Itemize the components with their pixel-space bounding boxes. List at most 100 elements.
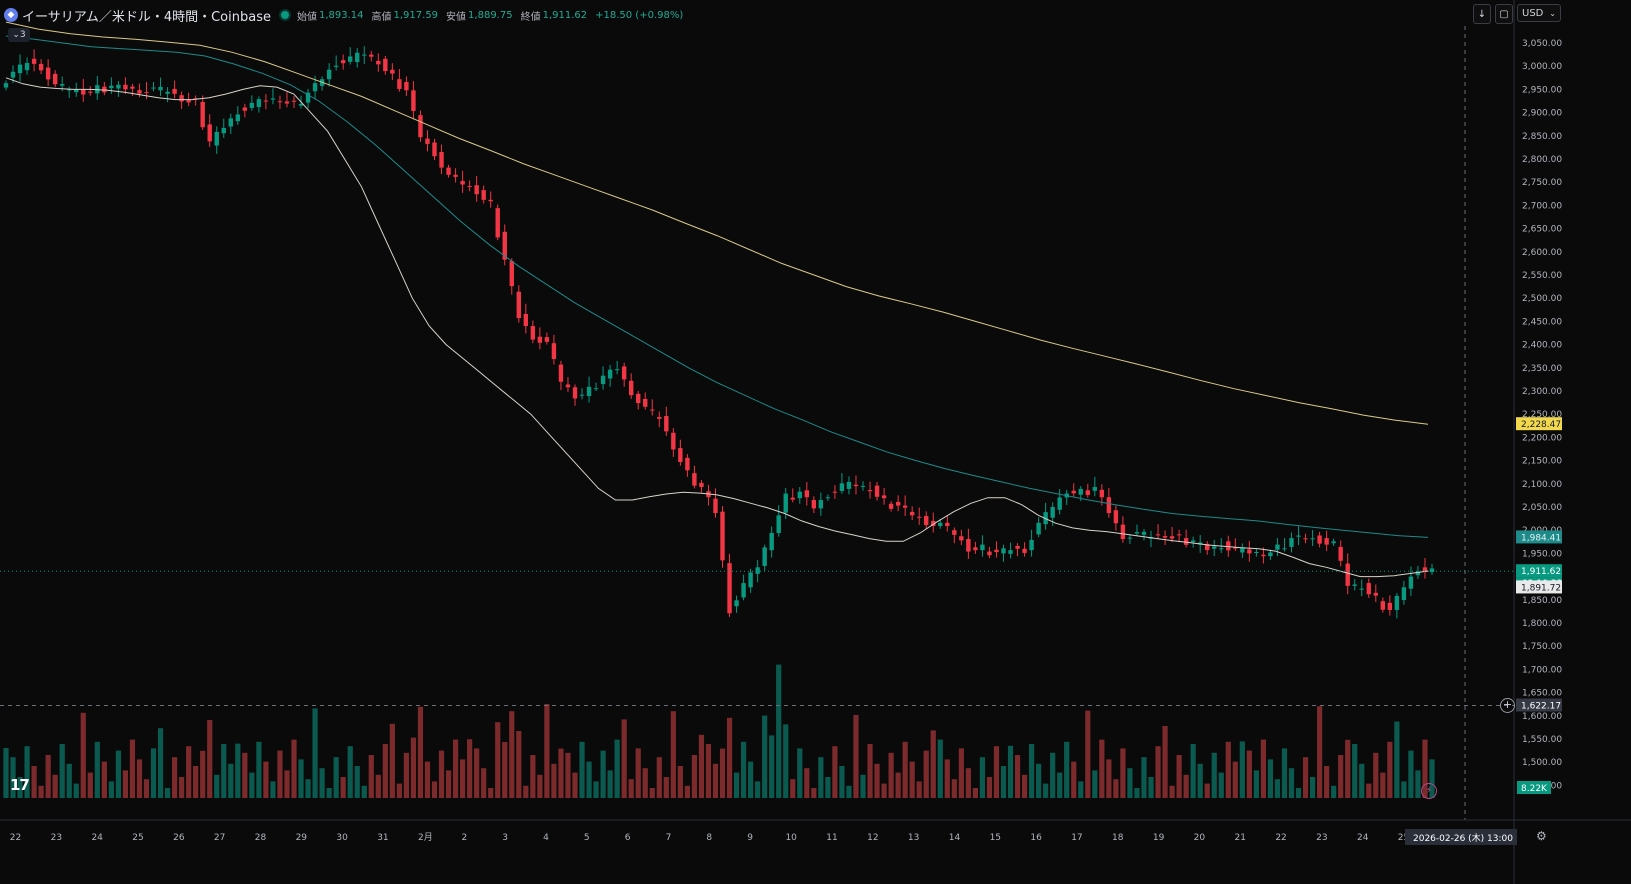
- candle-body: [643, 398, 648, 407]
- volume-bar: [1000, 766, 1007, 798]
- candle-body: [340, 60, 346, 64]
- candle-body: [523, 313, 529, 327]
- bolt-icon[interactable]: ⚡: [1421, 783, 1437, 799]
- candle-body: [783, 493, 788, 513]
- candle-body: [593, 388, 599, 390]
- scroll-to-latest-button[interactable]: ↓: [1473, 4, 1491, 24]
- candle-body: [1282, 548, 1287, 550]
- market-status-dot: [280, 11, 289, 19]
- candle-body: [474, 185, 479, 195]
- volume-bar: [122, 770, 129, 798]
- candle-body: [355, 52, 360, 63]
- candle-body: [1366, 583, 1371, 595]
- candle-body: [1169, 536, 1175, 539]
- candle-body: [1134, 532, 1140, 534]
- crosshair-price-tag: 1,622.17: [1521, 702, 1561, 712]
- ma-mid-price-tag-bg: [1516, 530, 1562, 544]
- volume-bar: [467, 739, 473, 798]
- candle-body: [544, 337, 550, 342]
- symbol-title[interactable]: イーサリアム／米ドル・4時間・Coinbase: [22, 9, 271, 25]
- y-tick-label: 2,900.00: [1522, 109, 1562, 119]
- volume-bar: [684, 785, 690, 798]
- volume-bar: [839, 766, 845, 798]
- fullscreen-button[interactable]: ▢: [1495, 4, 1513, 24]
- candle-body: [1254, 552, 1259, 554]
- candle-body: [1261, 554, 1266, 557]
- candle-body: [1345, 563, 1350, 586]
- volume-bar: [846, 785, 852, 798]
- volume-bar: [221, 744, 227, 798]
- candle-body: [116, 84, 121, 89]
- volume-bar: [1380, 772, 1386, 798]
- volume-bar: [129, 739, 136, 798]
- arrow-down-icon: ↓: [1477, 8, 1487, 20]
- low-value: 1,889.75: [468, 9, 513, 21]
- candle-body: [446, 167, 451, 175]
- volume-bar: [776, 664, 782, 798]
- candle-body: [1205, 543, 1210, 551]
- x-tick-label: 30: [336, 833, 348, 843]
- add-alert-icon[interactable]: +: [1500, 698, 1515, 713]
- gear-icon[interactable]: ⚙: [1536, 829, 1547, 843]
- candle-body: [790, 497, 795, 500]
- candle-body: [17, 64, 23, 74]
- x-tick-label: 28: [255, 833, 267, 843]
- volume-tag: 8.22K: [1521, 784, 1548, 794]
- volume-bar: [305, 779, 311, 798]
- candle-body: [1359, 588, 1364, 590]
- volume-bar: [193, 766, 199, 798]
- volume-bar: [410, 737, 417, 798]
- candle-body: [924, 516, 929, 526]
- volume-bar: [1366, 783, 1372, 798]
- x-tick-label: 8: [706, 833, 712, 843]
- volume-bar: [1106, 759, 1112, 798]
- crosshair-time-label: 2026-02-26 (木) 13:00: [1413, 832, 1513, 844]
- currency-select[interactable]: USD ⌄: [1517, 4, 1561, 22]
- y-tick-label: 2,150.00: [1522, 457, 1562, 467]
- volume-bar: [1260, 739, 1267, 798]
- x-tick-label: 27: [214, 833, 225, 843]
- candle-body: [797, 491, 802, 499]
- y-tick-label: 1,950.00: [1522, 549, 1562, 559]
- candle-body: [1429, 568, 1435, 573]
- volume-bar: [424, 761, 431, 798]
- candle-body: [291, 100, 297, 102]
- candle-body: [1099, 489, 1105, 498]
- y-tick-label: 2,450.00: [1522, 317, 1562, 327]
- volume-bar: [677, 766, 683, 798]
- candle-body: [776, 515, 781, 533]
- volume-bar: [1225, 741, 1231, 798]
- volume-bar: [38, 785, 44, 798]
- volume-bar: [1057, 772, 1063, 798]
- x-tick-label: 5: [584, 833, 590, 843]
- candle-body: [1233, 547, 1238, 549]
- candle-body: [362, 54, 367, 56]
- volume-bar: [1014, 755, 1021, 798]
- candle-body: [1275, 544, 1280, 550]
- volume-bar: [537, 774, 543, 798]
- y-tick-label: 1,600.00: [1522, 712, 1562, 722]
- candle-body: [741, 583, 746, 598]
- indicators-toggle[interactable]: ⌄ 3: [8, 28, 30, 42]
- volume-bar: [502, 742, 508, 798]
- volume-tag-bg: [1517, 781, 1551, 794]
- open-label: 始値: [296, 11, 317, 23]
- volume-bar: [1071, 761, 1077, 798]
- volume-bar: [1338, 755, 1344, 798]
- volume-bar: [832, 746, 838, 798]
- candle-body: [650, 409, 655, 411]
- candle-body: [1387, 602, 1393, 611]
- volume-bar: [874, 763, 880, 798]
- candle-body: [369, 54, 374, 57]
- tradingview-logo[interactable]: 17: [10, 776, 30, 794]
- candle-body: [207, 124, 212, 142]
- candle-body: [628, 380, 634, 396]
- volume-bar: [1295, 788, 1302, 798]
- candle-body: [1352, 584, 1357, 586]
- volume-bar: [445, 770, 452, 798]
- ma-long-price-tag: 2,228.47: [1521, 420, 1561, 430]
- candle-body: [1113, 510, 1119, 524]
- candle-body: [488, 199, 493, 202]
